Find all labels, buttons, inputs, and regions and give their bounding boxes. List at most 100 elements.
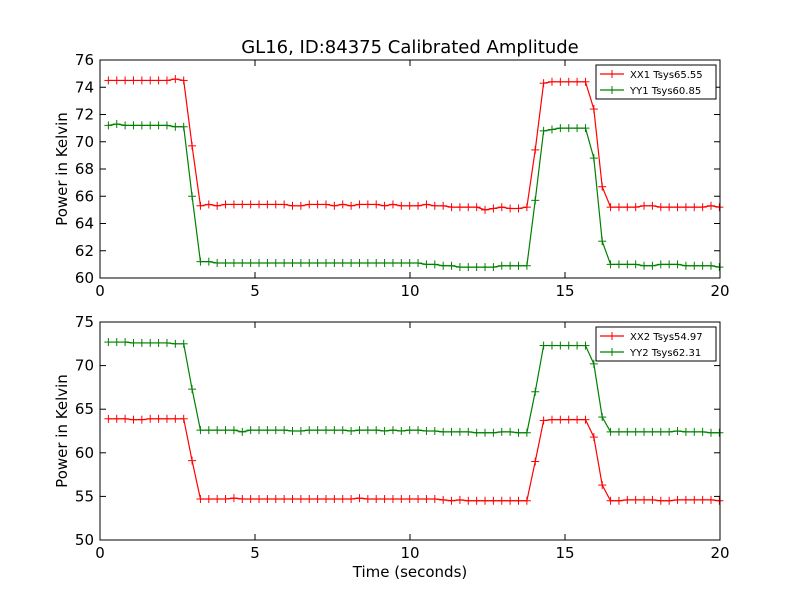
data-point	[564, 341, 573, 350]
data-point	[397, 201, 406, 210]
data-point	[648, 495, 657, 504]
data-point	[271, 200, 280, 209]
chart-title: GL16, ID:84375 Calibrated Amplitude	[241, 37, 579, 58]
data-point	[414, 426, 423, 435]
series-2	[104, 120, 724, 272]
data-point	[506, 204, 515, 213]
data-point	[305, 200, 314, 209]
data-point	[656, 203, 665, 212]
data-point	[673, 427, 682, 435]
data-point	[447, 427, 456, 436]
data-point	[397, 259, 406, 268]
legend: XX2 Tsys54.97 YY2 Tsys62.31	[595, 326, 717, 362]
data-point	[447, 203, 456, 212]
data-point	[681, 261, 690, 270]
data-point	[213, 495, 222, 504]
data-point	[347, 259, 356, 268]
x-tick-label: 5	[250, 282, 260, 300]
data-point	[506, 427, 515, 436]
x-axis-label: Time (seconds)	[352, 563, 468, 581]
data-point	[280, 426, 289, 435]
data-point	[556, 124, 565, 133]
data-point	[137, 121, 146, 130]
data-point	[129, 415, 138, 424]
data-point	[388, 495, 397, 504]
data-point	[598, 481, 607, 490]
data-point	[497, 427, 506, 436]
data-point	[104, 76, 113, 85]
legend-entry: YY2 Tsys62.31	[600, 348, 701, 359]
data-point	[422, 200, 431, 209]
data-point	[154, 414, 163, 423]
data-point	[715, 496, 724, 505]
data-point	[213, 426, 222, 435]
data-point	[229, 259, 238, 268]
data-point	[305, 259, 314, 268]
data-point	[648, 201, 657, 210]
data-point	[146, 338, 155, 347]
data-point	[589, 433, 598, 442]
data-point	[146, 414, 155, 423]
data-point	[681, 203, 690, 212]
data-point	[271, 426, 280, 435]
data-point	[355, 426, 364, 435]
data-point	[372, 259, 381, 268]
data-point	[598, 182, 607, 191]
data-point	[213, 201, 222, 210]
data-point	[179, 122, 188, 131]
y-tick-label: 76	[75, 51, 94, 69]
data-point	[204, 200, 213, 209]
data-point	[690, 261, 699, 270]
data-point	[464, 496, 473, 505]
data-point	[606, 203, 615, 212]
data-point	[104, 414, 113, 423]
data-point	[698, 261, 707, 270]
data-point	[204, 495, 213, 504]
data-point	[422, 427, 431, 435]
data-point	[296, 427, 305, 435]
data-point	[238, 200, 247, 209]
legend: XX1 Tsys65.55 YY1 Tsys60.85	[595, 64, 717, 100]
x-tick-label: 20	[710, 544, 729, 562]
data-point	[573, 124, 582, 133]
y-axis-label: Power in Kelvin	[53, 374, 71, 488]
data-point	[606, 496, 615, 505]
data-point	[531, 457, 540, 466]
data-point	[162, 121, 171, 130]
data-point	[363, 200, 372, 209]
data-point	[363, 259, 372, 268]
data-point	[564, 77, 573, 86]
data-point	[589, 105, 598, 114]
legend-label: YY2 Tsys62.31	[629, 348, 701, 359]
data-point	[171, 122, 180, 131]
data-point	[489, 204, 498, 213]
data-point	[313, 426, 322, 435]
data-point	[481, 428, 490, 437]
data-point	[255, 426, 264, 435]
x-tick-label: 0	[95, 544, 105, 562]
y-tick-label: 70	[75, 133, 94, 151]
data-point	[388, 259, 397, 268]
series-2	[104, 338, 724, 437]
legend-entry: XX1 Tsys65.55	[600, 70, 703, 81]
data-point	[121, 121, 130, 130]
data-point	[313, 200, 322, 209]
data-point	[631, 427, 640, 436]
data-point	[589, 154, 598, 163]
data-point	[121, 76, 130, 85]
data-point	[355, 494, 364, 503]
data-point	[104, 338, 113, 347]
data-point	[598, 413, 607, 422]
data-point	[405, 201, 414, 210]
data-point	[146, 76, 155, 85]
x-tick-label: 10	[400, 282, 419, 300]
data-point	[581, 415, 590, 424]
series-1	[104, 75, 724, 214]
data-point	[623, 427, 632, 436]
data-point	[330, 495, 339, 504]
data-point	[380, 201, 389, 210]
data-point	[422, 260, 431, 269]
data-point	[246, 426, 255, 435]
data-point	[196, 495, 205, 504]
data-point	[430, 201, 439, 210]
